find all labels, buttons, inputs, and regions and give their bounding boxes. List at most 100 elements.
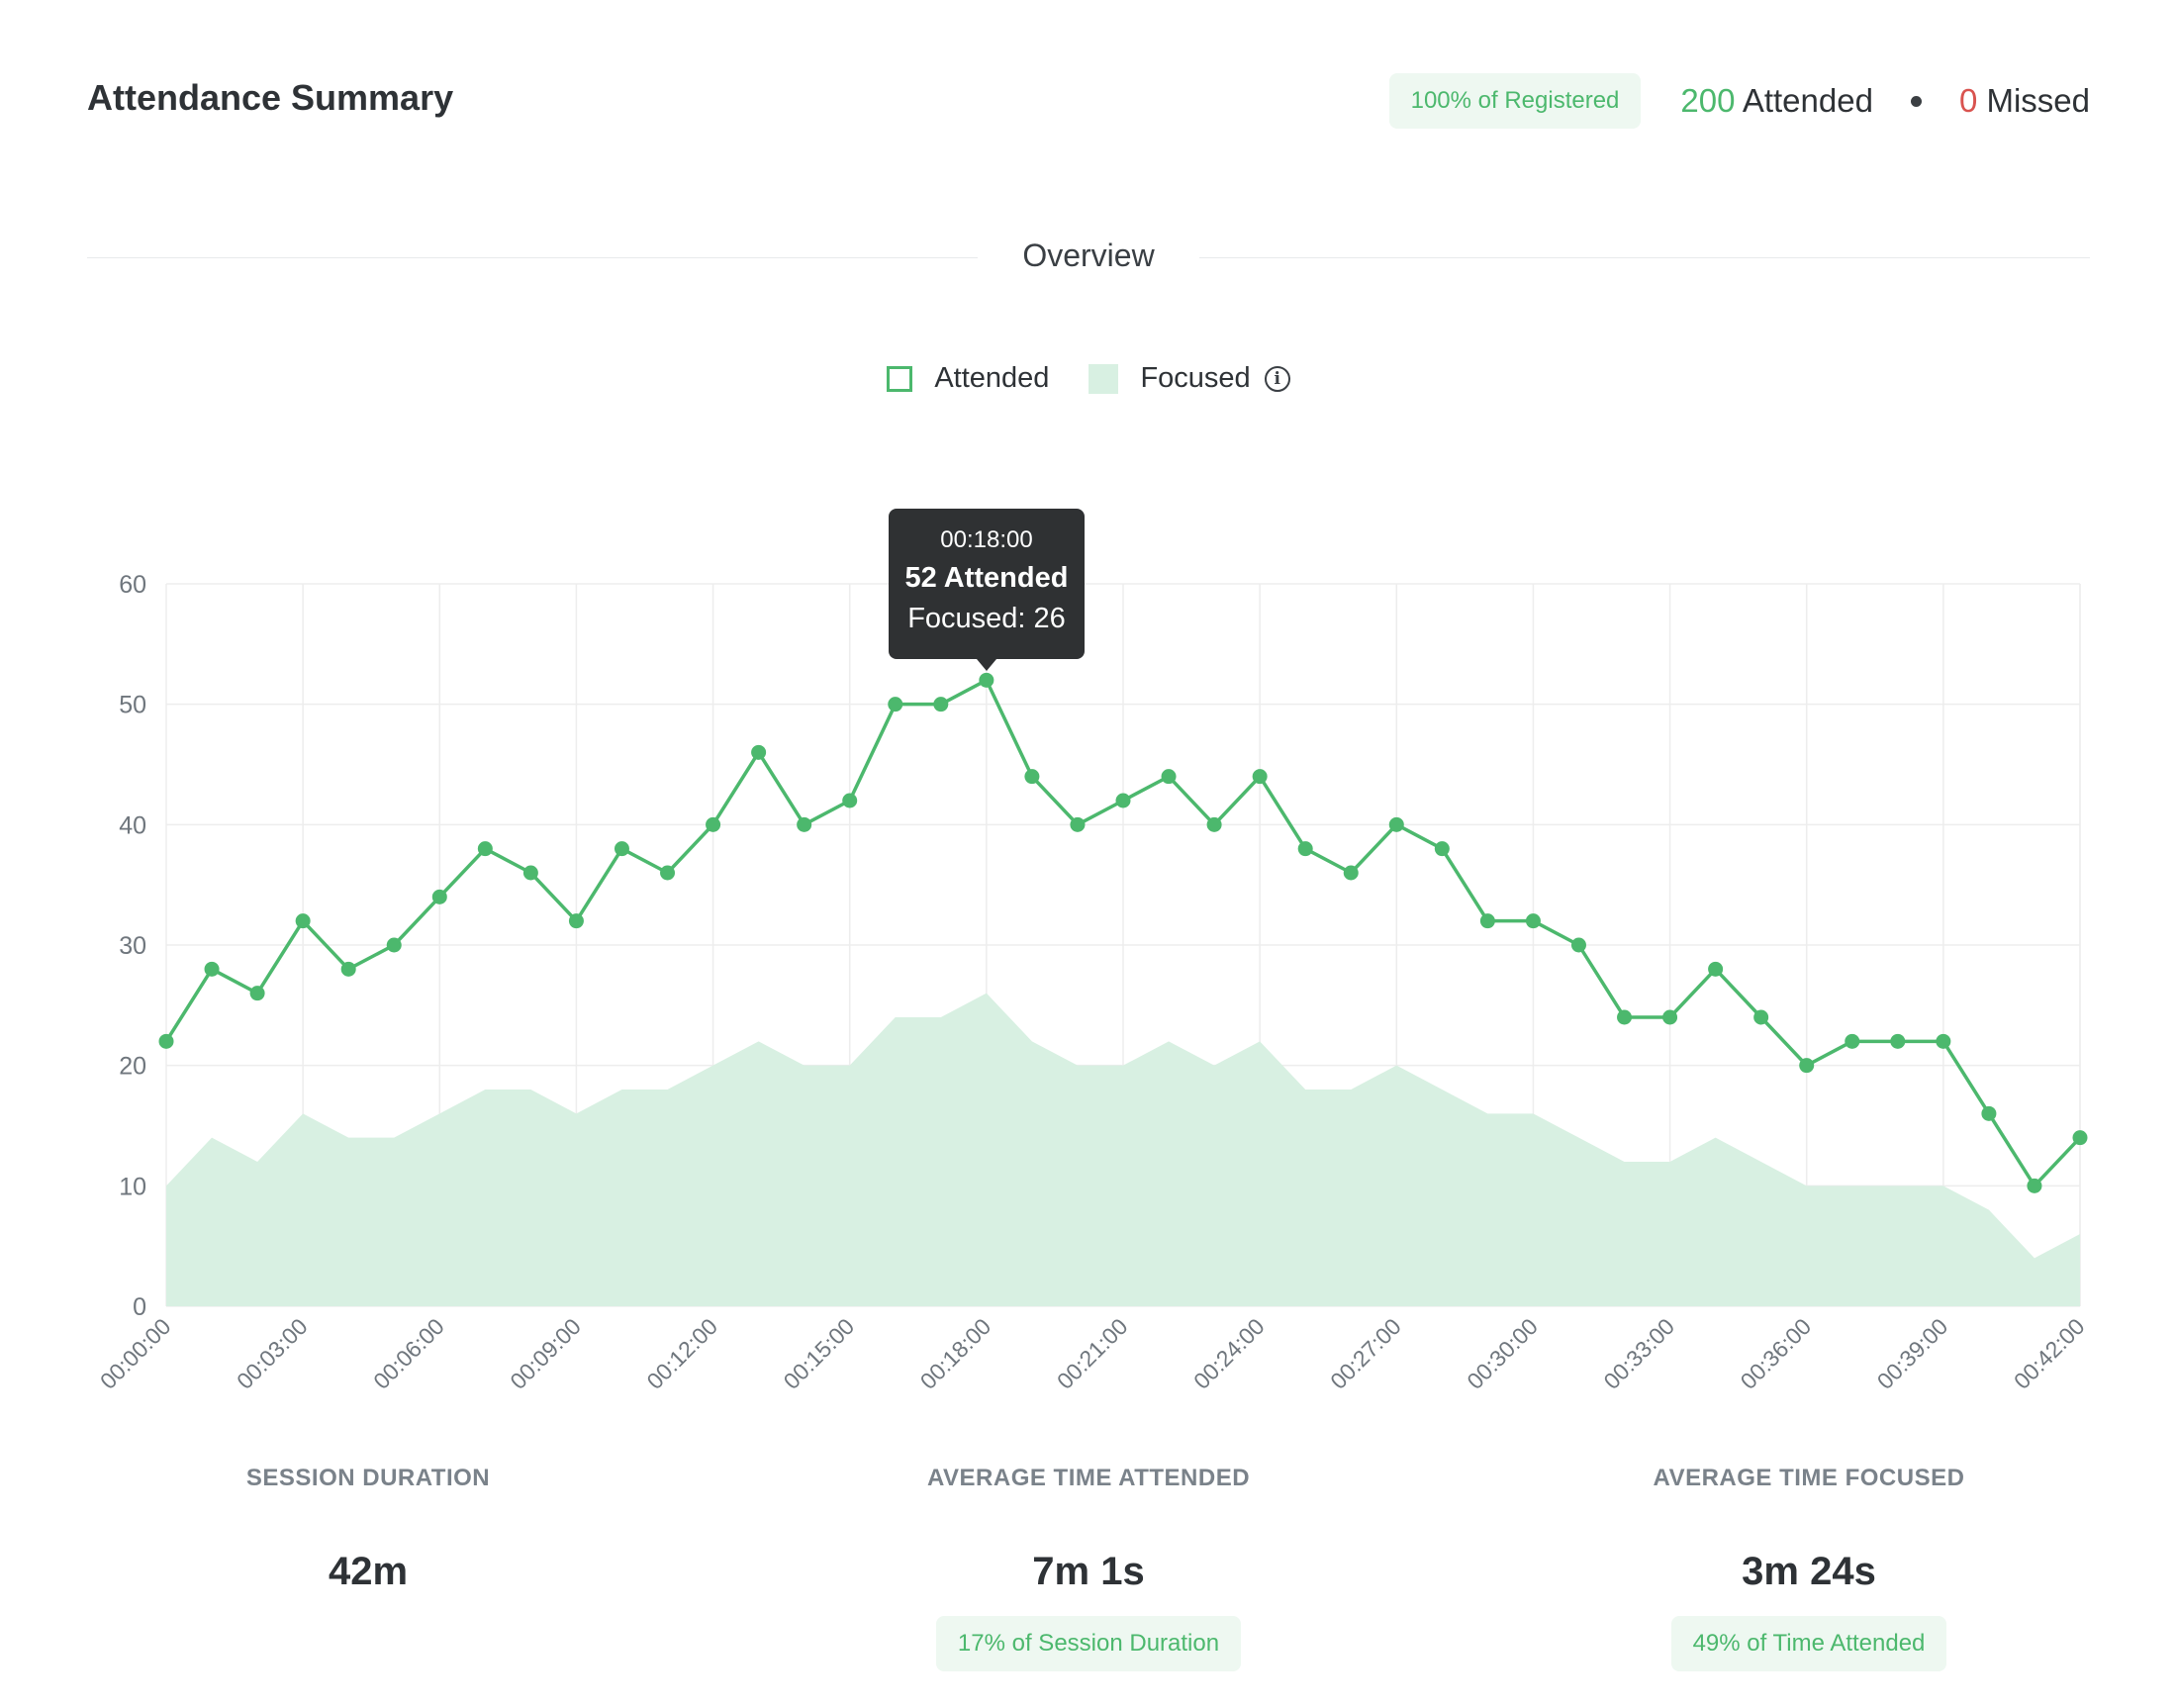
data-point-attended: [1161, 769, 1177, 785]
stat-pill: 17% of Session Duration: [935, 1616, 1242, 1671]
data-point-attended: [1525, 913, 1541, 929]
stat-average-time-attended: AVERAGE TIME ATTENDED 7m 1s 17% of Sessi…: [841, 1465, 1336, 1671]
stat-pill: 49% of Time Attended: [1670, 1616, 1947, 1671]
missed-label: Missed: [1986, 82, 2090, 119]
data-point-attended: [1115, 793, 1131, 808]
stat-value: 42m: [328, 1550, 409, 1593]
y-tick-label: 0: [133, 1293, 146, 1321]
data-point-attended: [295, 913, 311, 929]
data-point-attended: [386, 937, 402, 953]
data-point-attended: [1070, 816, 1086, 832]
x-tick-label: 00:03:00: [232, 1313, 313, 1394]
data-point-attended: [1617, 1009, 1633, 1025]
legend-item-attended[interactable]: Attended: [887, 362, 1049, 395]
data-point-attended: [1479, 913, 1495, 929]
overview-divider: Overview: [87, 237, 2090, 277]
registered-pill: 100% of Registered: [1388, 73, 1642, 129]
data-point-attended: [1845, 1033, 1860, 1049]
chart-tooltip: 00:18:00 52 Attended Focused: 26: [889, 509, 1085, 671]
legend-label-focused: Focused: [1140, 362, 1251, 394]
x-tick-label: 00:42:00: [2009, 1313, 2090, 1394]
stat-session-duration: SESSION DURATION 42m: [121, 1465, 615, 1594]
divider-line-right: [1199, 257, 2090, 258]
x-tick-label: 00:39:00: [1872, 1313, 1953, 1394]
missed-count: 0: [1958, 82, 1978, 119]
x-tick-label: 00:36:00: [1736, 1313, 1817, 1394]
y-tick-label: 30: [119, 932, 146, 960]
data-point-attended: [1024, 769, 1040, 785]
separator-dot: [1910, 95, 1922, 107]
attended-count: 200: [1680, 82, 1736, 119]
x-axis: 00:00:00 00:03:00 00:06:00 00:09:00 00:12:00…: [95, 1313, 2090, 1394]
data-point-attended: [249, 986, 265, 1001]
data-point-attended: [979, 672, 994, 688]
x-tick-label: 00:21:00: [1052, 1313, 1133, 1394]
legend-label-attended: Attended: [934, 362, 1050, 394]
data-point-attended: [1753, 1009, 1769, 1025]
data-point-attended: [1890, 1033, 1906, 1049]
y-tick-label: 10: [119, 1173, 146, 1200]
x-tick-label: 00:15:00: [779, 1313, 860, 1394]
tooltip-time: 00:18:00: [940, 526, 1033, 553]
legend-item-focused[interactable]: Focused i: [1088, 362, 1290, 395]
x-tick-label: 00:09:00: [505, 1313, 586, 1394]
y-tick-label: 50: [119, 692, 146, 719]
data-point-attended: [1297, 841, 1313, 857]
data-point-attended: [614, 841, 629, 857]
x-tick-label: 00:18:00: [915, 1313, 996, 1394]
overview-heading: Overview: [87, 237, 2090, 274]
x-tick-label: 00:00:00: [95, 1313, 176, 1394]
x-tick-label: 00:06:00: [368, 1313, 449, 1394]
stat-value: 7m 1s: [1032, 1550, 1145, 1593]
data-point-attended: [1799, 1058, 1815, 1074]
x-tick-label: 00:33:00: [1598, 1313, 1679, 1394]
data-point-attended: [660, 865, 676, 881]
y-tick-label: 40: [119, 811, 146, 839]
x-tick-label: 00:12:00: [641, 1313, 722, 1394]
page-title: Attendance Summary: [87, 77, 454, 118]
data-point-attended: [1662, 1009, 1678, 1025]
stat-label: SESSION DURATION: [245, 1465, 491, 1491]
data-point-attended: [1252, 769, 1268, 785]
data-point-attended: [340, 961, 356, 977]
info-icon[interactable]: i: [1264, 365, 1290, 392]
x-tick-label: 00:30:00: [1462, 1313, 1543, 1394]
data-point-attended: [2027, 1178, 2042, 1193]
data-point-attended: [522, 865, 538, 881]
header-summary: 100% of Registered 200 Attended 0 Missed: [1388, 73, 2090, 129]
attended-summary: 200 Attended: [1680, 82, 1873, 120]
data-point-attended: [888, 697, 903, 712]
focused-area-path: [166, 993, 2080, 1306]
overview-label: Overview: [994, 237, 1183, 273]
attended-label: Attended: [1742, 82, 1873, 119]
data-point-attended: [477, 841, 493, 857]
data-point-attended: [1708, 961, 1724, 977]
y-tick-label: 60: [119, 571, 146, 599]
missed-summary: 0 Missed: [1959, 82, 2090, 120]
x-tick-label: 00:27:00: [1325, 1313, 1406, 1394]
x-tick-label: 00:24:00: [1188, 1313, 1270, 1394]
data-point-attended: [1434, 841, 1450, 857]
tooltip-focused: Focused: 26: [907, 603, 1066, 634]
chart-legend: Attended Focused i: [0, 362, 2177, 395]
legend-swatch-focused: [1088, 363, 1119, 394]
y-tick-label: 20: [119, 1053, 146, 1081]
data-point-attended: [706, 816, 721, 832]
data-point-attended: [797, 816, 812, 832]
data-point-attended: [158, 1033, 174, 1049]
data-point-attended: [1206, 816, 1222, 832]
data-point-attended: [1388, 816, 1404, 832]
stat-average-time-focused: AVERAGE TIME FOCUSED 3m 24s 49% of Time …: [1562, 1465, 2056, 1671]
data-point-attended: [2072, 1130, 2088, 1146]
data-point-attended: [204, 961, 220, 977]
data-point-attended: [1570, 937, 1586, 953]
data-point-attended: [431, 889, 447, 904]
data-point-attended: [933, 697, 949, 712]
y-axis: 0 10 20 30 40 50 60: [119, 571, 146, 1321]
focused-area-series: [166, 993, 2080, 1306]
data-point-attended: [751, 744, 767, 760]
data-point-attended: [1981, 1105, 1997, 1121]
data-point-attended: [1936, 1033, 1951, 1049]
stat-label: AVERAGE TIME FOCUSED: [1653, 1465, 1965, 1491]
data-point-attended: [842, 793, 858, 808]
